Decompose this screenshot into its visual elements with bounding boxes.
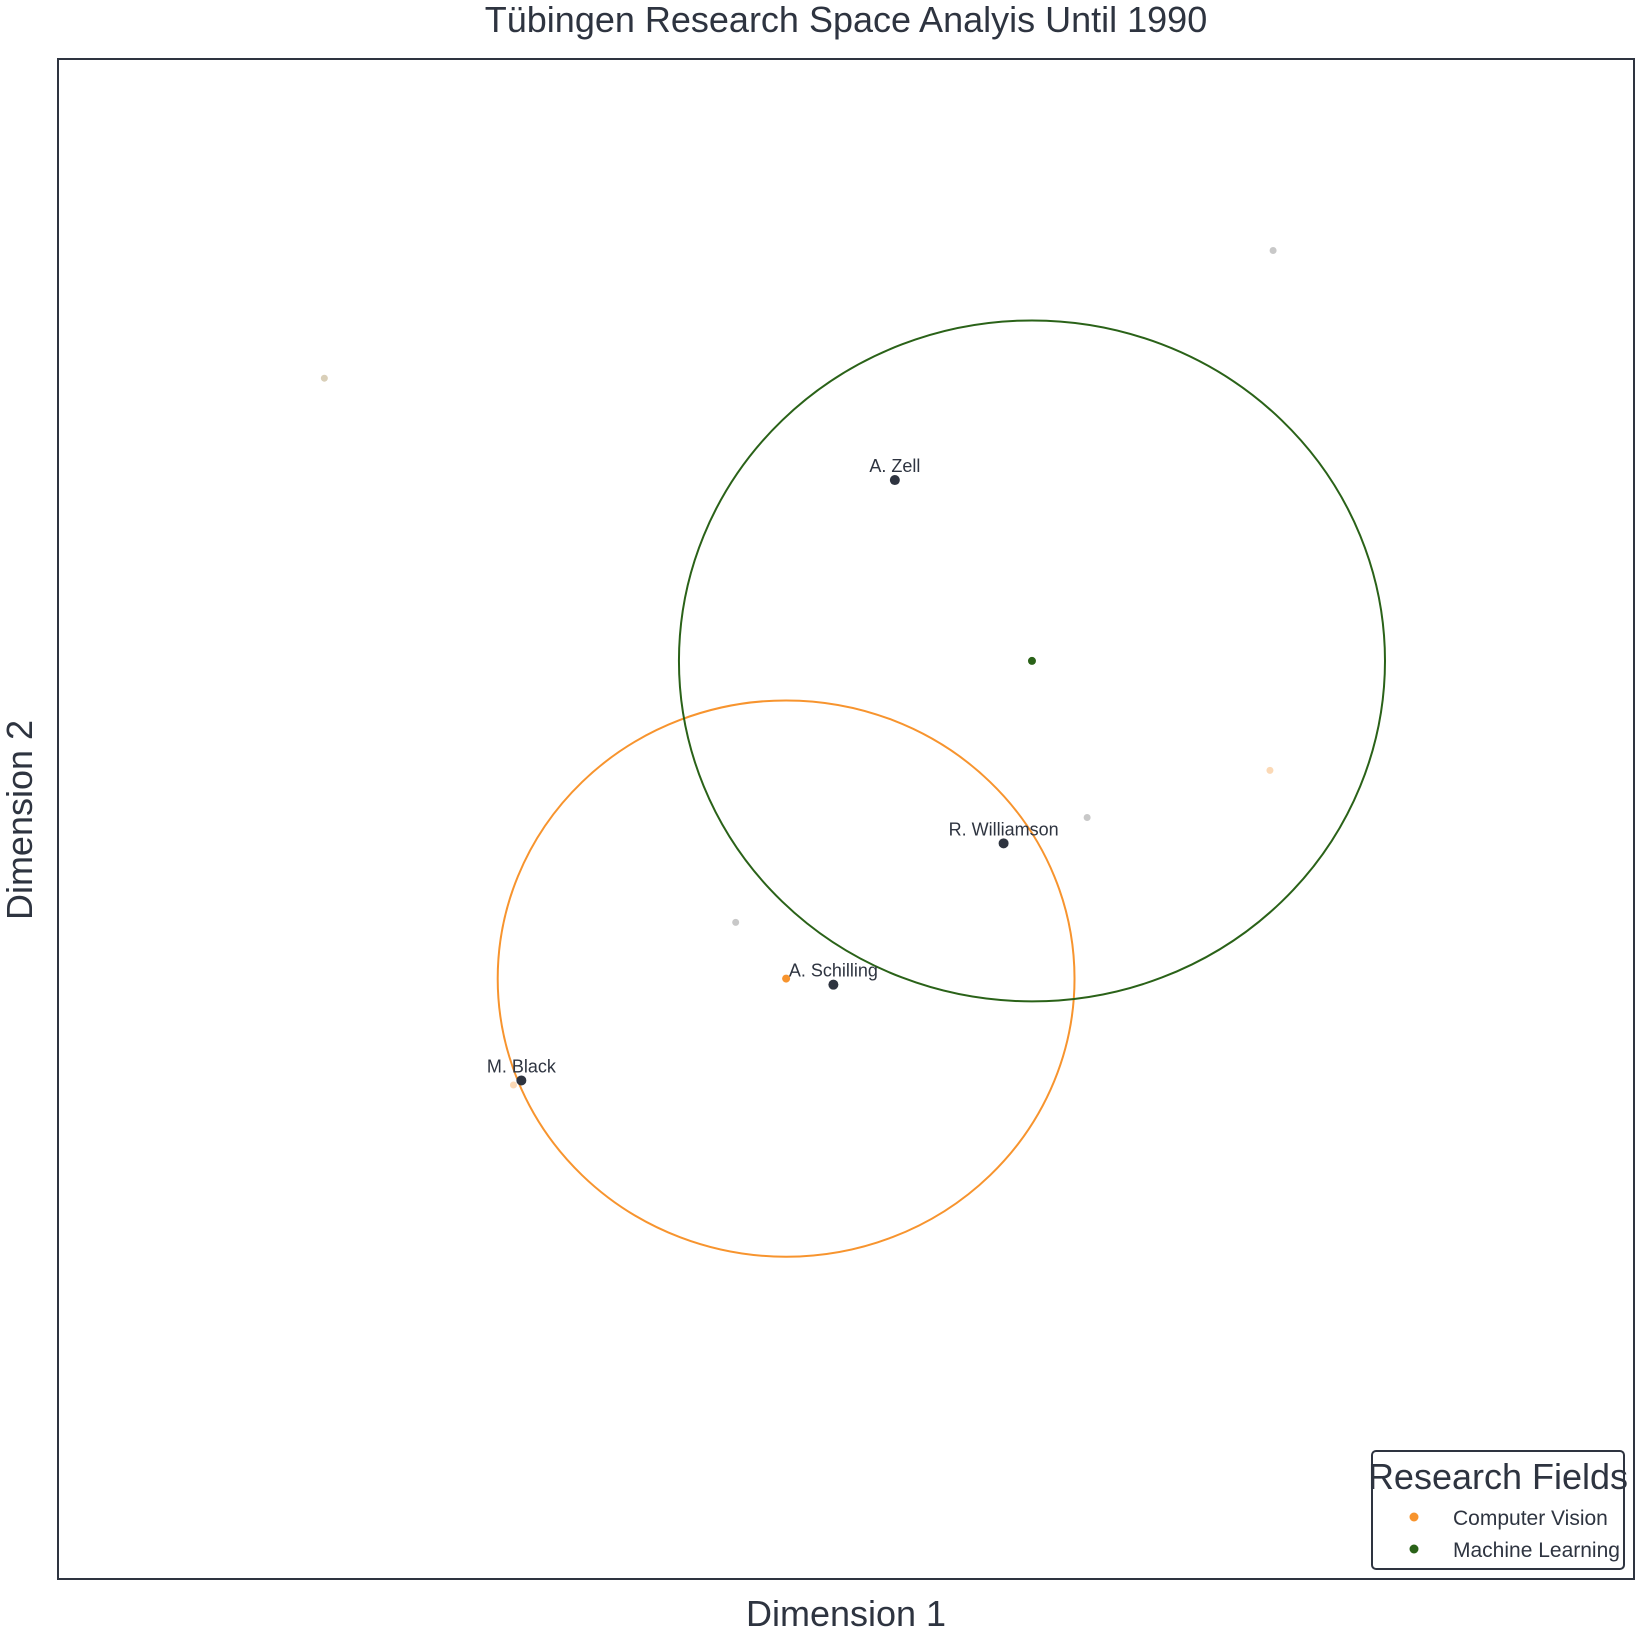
background-point — [1266, 766, 1274, 774]
cluster-center-computer-vision — [782, 974, 791, 983]
researchers-layer: A. Zell R. Williamson A. Schilling M. Black — [487, 456, 1059, 1086]
legend-marker-machine-learning — [1409, 1544, 1419, 1554]
legend-marker-computer-vision — [1409, 1512, 1419, 1522]
legend-label-machine-learning: Machine Learning — [1453, 1539, 1620, 1562]
y-axis-label: Dimension 2 — [0, 720, 40, 920]
plot-frame — [57, 58, 1635, 1580]
chart-title: Tübingen Research Space Analyis Until 19… — [485, 0, 1207, 40]
background-point — [1083, 813, 1091, 821]
researcher-label-r-williamson: R. Williamson — [949, 819, 1059, 839]
legend-box — [1371, 1450, 1625, 1570]
cluster-layer — [496, 319, 1386, 1258]
researcher-label-a-zell: A. Zell — [869, 456, 920, 476]
researcher-label-m-black: M. Black — [487, 1056, 557, 1076]
background-point — [509, 1081, 517, 1089]
legend-entries: Computer Vision Machine Learning — [1409, 1507, 1620, 1562]
legend-title: Research Fields — [1368, 1456, 1628, 1497]
background-point — [732, 918, 740, 926]
cluster-ring-computer-vision — [496, 699, 1076, 1258]
researcher-label-a-schilling: A. Schilling — [789, 961, 878, 981]
background-point — [1269, 247, 1277, 255]
researcher-point-m-black — [516, 1075, 527, 1086]
researcher-point-a-zell — [889, 475, 900, 486]
cluster-ring-machine-learning — [677, 319, 1386, 1003]
researcher-point-r-williamson — [998, 838, 1009, 849]
legend-label-computer-vision: Computer Vision — [1453, 1507, 1608, 1530]
background-points-layer — [320, 247, 1277, 1089]
background-point — [320, 374, 328, 382]
x-axis-label: Dimension 1 — [746, 1593, 946, 1634]
cluster-center-machine-learning — [1027, 656, 1036, 665]
legend: Research Fields Computer Vision Machine L… — [1368, 1450, 1628, 1570]
researcher-point-a-schilling — [828, 979, 839, 990]
